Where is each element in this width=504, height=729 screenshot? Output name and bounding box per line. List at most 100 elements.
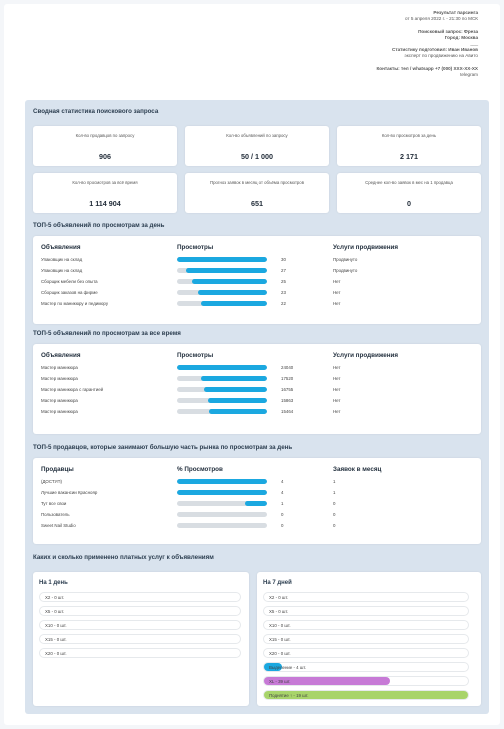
row-extra: 0 xyxy=(333,523,336,528)
paid-week-card: На 7 дней X2 - 0 шт. X5 - 0 шт. X10 - 0 шт… xyxy=(257,572,481,706)
row-name: Лучшие вакансии Краснояр xyxy=(41,490,98,495)
report-header: Результат парсинга от 5 апреля 2022 г. - … xyxy=(258,10,478,78)
sellers-table: Продавцы % Просмотров Заявок в месяц (ДОСТУ… xyxy=(33,458,481,544)
header-line: Контакты: тел / whatsapp +7 (000) XXX-XX… xyxy=(376,65,478,71)
row-name: Мастер маникюра xyxy=(41,409,78,414)
row-name: Сборщик заказов на фирме xyxy=(41,290,98,295)
view-bar xyxy=(177,279,267,284)
table-row: Мастер маникюра с гарантией 16755 Нет xyxy=(33,385,481,395)
stat-value: 651 xyxy=(251,199,263,208)
service-label: X20 - 0 шт. xyxy=(269,651,291,656)
view-bar xyxy=(177,365,267,370)
stat-card: Кол-во просмотров за день 2 171 xyxy=(337,126,481,166)
table-row: Упаковщик на склад 30 Продвинуто xyxy=(33,255,481,265)
view-bar-fill xyxy=(201,301,267,306)
table-row: Мастер маникюра 24040 Нет xyxy=(33,363,481,373)
service-pill-fill xyxy=(264,677,391,685)
header-line: Статистику подготовил: Иван Иванов xyxy=(392,47,478,53)
view-bar xyxy=(177,290,267,295)
row-name: Пользователь xyxy=(41,512,70,517)
stat-label: Кол-во продавцов по запросу xyxy=(75,133,135,138)
row-name: Упаковщик на склад xyxy=(41,268,83,273)
view-bar-fill xyxy=(201,376,267,381)
row-extra: 0 xyxy=(333,512,336,517)
row-name: Сборщик мебели без опыта xyxy=(41,279,98,284)
view-bar xyxy=(177,257,267,262)
stat-card: Кол-во продавцов по запросу 906 xyxy=(33,126,177,166)
service-pill: X15 - 0 шт. xyxy=(263,634,469,644)
row-name: Тут все свои xyxy=(41,501,67,506)
table-row: Тут все свои 1 0 xyxy=(33,499,481,509)
row-extra: Нет xyxy=(333,376,341,381)
view-bar xyxy=(177,376,267,381)
stat-label: Кол-во просмотров за день xyxy=(381,133,437,138)
row-value: 27 xyxy=(281,268,286,273)
service-pill: X2 - 0 шт. xyxy=(263,592,469,602)
view-bar xyxy=(177,409,267,414)
stat-value: 0 xyxy=(407,199,411,208)
stat-value: 1 114 904 xyxy=(89,199,121,208)
service-pill-fill xyxy=(264,691,468,699)
service-pill: Выделение - 4 шт. xyxy=(263,662,469,672)
row-value: 15464 xyxy=(281,409,294,414)
view-bar xyxy=(177,398,267,403)
header-line: telegram xyxy=(460,72,478,77)
service-pill-fill xyxy=(264,663,283,671)
view-bar xyxy=(177,512,267,517)
paid-day-title: На 1 день xyxy=(39,580,68,586)
row-extra: Продвинуто xyxy=(333,257,358,262)
table-header: Объявления xyxy=(41,244,81,251)
paid-title: Каких и сколько применено платных услуг … xyxy=(33,554,214,561)
row-extra: Нет xyxy=(333,301,341,306)
stat-card: Кол-во просмотров за всё время 1 114 904 xyxy=(33,173,177,213)
row-name: Sweet Nail Studio xyxy=(41,523,76,528)
table-header: Просмотры xyxy=(177,352,214,359)
table-row: Пользователь 0 0 xyxy=(33,510,481,520)
table-row: Мастер маникюра 15863 Нет xyxy=(33,396,481,406)
row-value: 4 xyxy=(281,490,284,495)
service-label: X5 - 0 шт. xyxy=(269,609,289,614)
table-row: Упаковщик на склад 27 Продвинуто xyxy=(33,266,481,276)
row-name: Упаковщик на склад xyxy=(41,257,83,262)
service-label: X2 - 0 шт. xyxy=(45,595,65,600)
view-bar xyxy=(177,523,267,528)
view-bar-fill xyxy=(204,387,267,392)
view-bar xyxy=(177,268,267,273)
service-label: Выделение - 4 шт. xyxy=(269,665,307,670)
view-bar-fill xyxy=(177,365,267,370)
row-value: 1 xyxy=(281,501,284,506)
stat-label: Прогноз заявок в месяц от объёма просмот… xyxy=(210,180,304,185)
table-header: Услуги продвижения xyxy=(333,244,399,251)
sellers-title: ТОП-5 продавцов, которые занимают большу… xyxy=(33,444,293,451)
row-value: 25 xyxy=(281,279,286,284)
row-extra: Нет xyxy=(333,398,341,403)
top-all-title: ТОП-5 объявлений по просмотрам за все вр… xyxy=(33,330,181,337)
service-label: X20 - 0 шт. xyxy=(45,651,67,656)
service-pill: X10 - 0 шт. xyxy=(39,620,241,630)
stat-card: Прогноз заявок в месяц от объёма просмот… xyxy=(185,173,329,213)
service-label: X15 - 0 шт. xyxy=(45,637,67,642)
row-value: 16755 xyxy=(281,387,294,392)
view-bar xyxy=(177,479,267,484)
paid-day-card: На 1 день X2 - 0 шт. X5 - 0 шт. X10 - 0 шт… xyxy=(33,572,249,706)
top-all-table: Объявления Просмотры Услуги продвижения Мас… xyxy=(33,344,481,434)
row-value: 0 xyxy=(281,512,284,517)
row-name: (ДОСТУП) xyxy=(41,479,62,484)
row-extra: 1 xyxy=(333,490,336,495)
stat-label: Кол-во просмотров за всё время xyxy=(72,180,138,185)
service-label: X10 - 0 шт. xyxy=(45,623,67,628)
table-header: % Просмотров xyxy=(177,466,223,473)
header-line: ___ xyxy=(470,41,478,46)
view-bar xyxy=(177,501,267,506)
row-extra: Нет xyxy=(333,290,341,295)
row-value: 22 xyxy=(281,301,286,306)
service-label: XL - 39 шт. xyxy=(269,679,291,684)
row-extra: Продвинуто xyxy=(333,268,358,273)
table-row: (ДОСТУП) 4 1 xyxy=(33,477,481,487)
paid-week-title: На 7 дней xyxy=(263,580,292,586)
header-line: эксперт по продвижению на Авито xyxy=(404,53,478,59)
table-row: Лучшие вакансии Краснояр 4 1 xyxy=(33,488,481,498)
row-extra: 1 xyxy=(333,479,336,484)
view-bar xyxy=(177,490,267,495)
table-row: Мастер маникюра 17520 Нет xyxy=(33,374,481,384)
